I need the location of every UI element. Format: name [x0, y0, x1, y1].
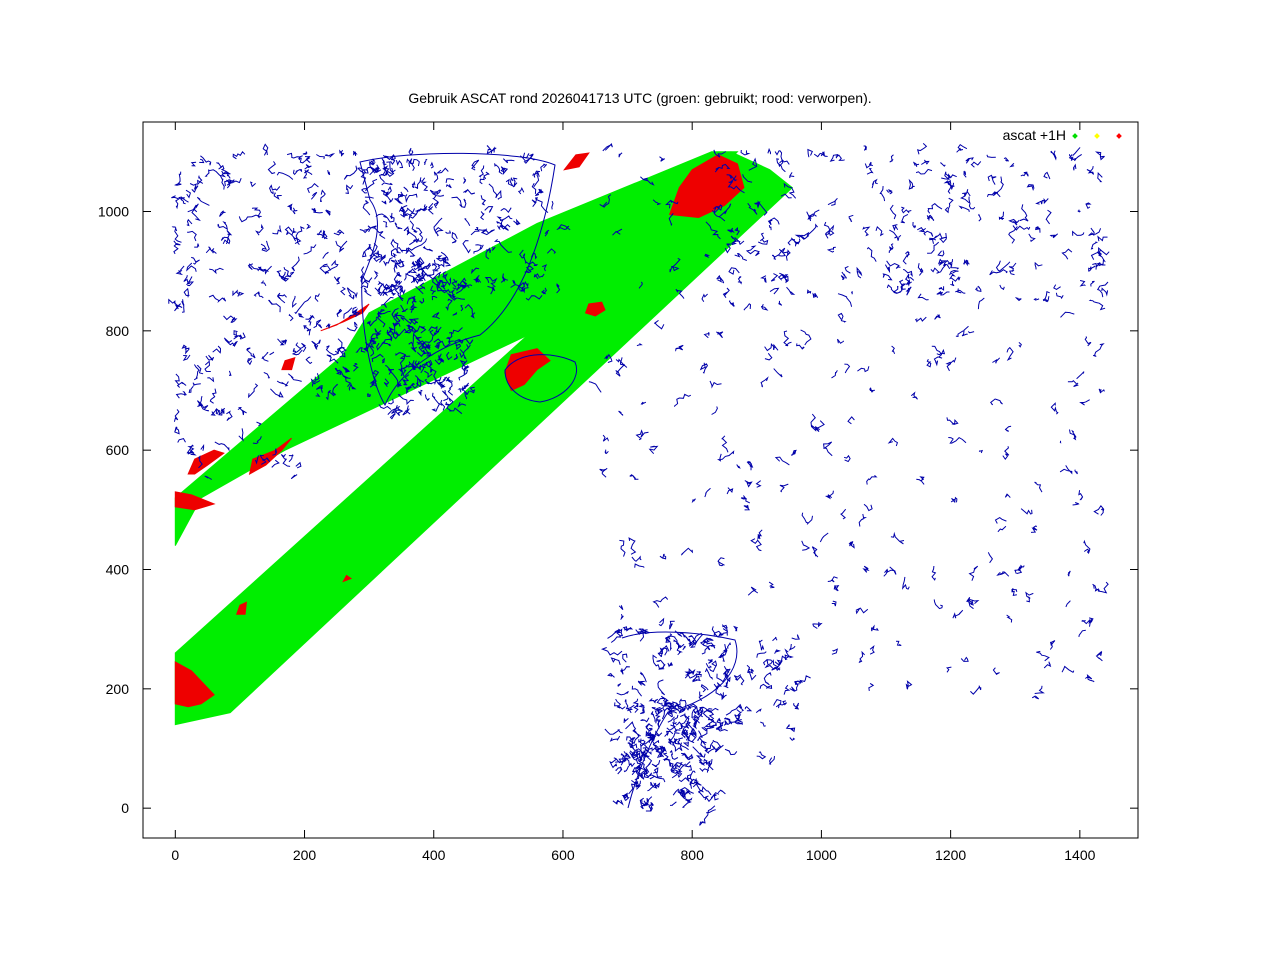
- iceland-coast: [504, 354, 577, 403]
- x-tick-label: 200: [293, 847, 317, 863]
- x-tick-label: 1200: [935, 847, 966, 863]
- coastline-layer: [168, 143, 1110, 826]
- rejected-region: [342, 574, 353, 583]
- x-tick-label: 0: [171, 847, 179, 863]
- legend-marker: [1116, 133, 1122, 139]
- rejected-region: [281, 356, 296, 371]
- x-tick-label: 400: [422, 847, 446, 863]
- rejected-region: [187, 449, 225, 475]
- y-tick-label: 0: [121, 800, 129, 816]
- rejected-region: [668, 154, 745, 219]
- x-tick-label: 1400: [1064, 847, 1095, 863]
- axes: 0 200 400 600 800 1000 1200 1400 0 200 400 600 800 10…: [98, 122, 1138, 863]
- y-tick-label: 1000: [98, 204, 129, 220]
- data-layer: [174, 151, 794, 726]
- rejected-region: [174, 661, 215, 708]
- legend-markers: [1072, 133, 1122, 139]
- rejected-region: [174, 491, 216, 511]
- iberia-coast: [621, 631, 738, 809]
- plot-frame: [142, 121, 1139, 839]
- rejected-region: [584, 301, 606, 317]
- legend-label: ascat +1H: [1003, 127, 1066, 143]
- greenland-coast: [359, 152, 556, 407]
- rejected-region: [563, 152, 590, 171]
- rejected-region: [248, 437, 292, 475]
- y-tick-label: 400: [106, 562, 130, 578]
- chart-title: Gebruik ASCAT rond 2026041713 UTC (groen…: [408, 90, 871, 106]
- rejected-region: [320, 303, 370, 332]
- x-tick-label: 1000: [806, 847, 837, 863]
- used-swath: [174, 151, 794, 726]
- legend: ascat +1H: [1003, 127, 1122, 143]
- x-tick-label: 800: [681, 847, 705, 863]
- y-tick-label: 200: [106, 681, 130, 697]
- y-tick-label: 600: [106, 442, 130, 458]
- rejected-region: [235, 601, 247, 615]
- legend-marker: [1072, 133, 1078, 139]
- x-tick-label: 600: [551, 847, 575, 863]
- legend-marker: [1094, 133, 1100, 139]
- y-tick-label: 800: [106, 323, 130, 339]
